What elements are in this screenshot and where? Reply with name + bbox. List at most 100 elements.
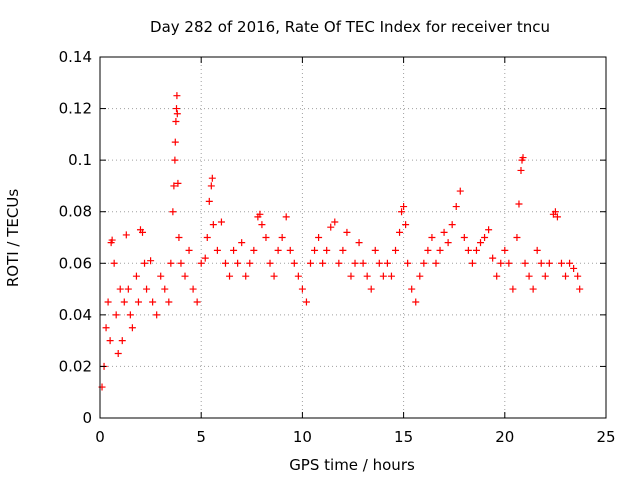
data-point (501, 246, 509, 254)
data-point (149, 298, 157, 306)
data-point (242, 272, 250, 280)
data-point (553, 213, 561, 221)
data-point (147, 257, 155, 265)
data-point (246, 259, 254, 267)
data-point (347, 272, 355, 280)
data-point (205, 197, 213, 205)
data-point (294, 272, 302, 280)
data-point (477, 239, 485, 247)
data-point (108, 236, 116, 244)
data-point (230, 246, 238, 254)
data-point (444, 239, 452, 247)
data-point (134, 298, 142, 306)
data-point (343, 228, 351, 236)
data-point (533, 246, 541, 254)
data-point (165, 298, 173, 306)
data-point (311, 246, 319, 254)
data-point (335, 259, 343, 267)
data-point (143, 285, 151, 293)
data-point (302, 298, 310, 306)
data-point (363, 272, 371, 280)
x-tick-label: 10 (293, 428, 312, 446)
data-point (106, 337, 114, 345)
data-point (319, 259, 327, 267)
data-point (436, 246, 444, 254)
data-point (529, 285, 537, 293)
data-point (128, 324, 136, 332)
data-point (286, 246, 294, 254)
data-point (170, 182, 178, 190)
data-point (256, 210, 264, 218)
data-point (157, 272, 165, 280)
data-point (238, 239, 246, 247)
data-point (250, 246, 258, 254)
data-point (114, 350, 122, 358)
y-tick-label: 0 (82, 409, 92, 427)
data-point (169, 208, 177, 216)
data-point (371, 246, 379, 254)
y-tick-label: 0.04 (59, 306, 92, 324)
y-tick-label: 0.1 (68, 151, 92, 169)
data-point (392, 246, 400, 254)
data-point (402, 221, 410, 229)
data-point (489, 254, 497, 262)
data-point (468, 259, 476, 267)
data-point (104, 298, 112, 306)
data-point (209, 221, 217, 229)
x-tick-label: 15 (394, 428, 413, 446)
data-point (110, 259, 118, 267)
x-axis-label: GPS time / hours (289, 456, 415, 474)
data-point (258, 221, 266, 229)
data-point (290, 259, 298, 267)
data-point (126, 311, 134, 319)
data-point (485, 226, 493, 234)
data-point (118, 337, 126, 345)
data-point (323, 246, 331, 254)
data-point (234, 259, 242, 267)
data-point (481, 234, 489, 241)
data-point (282, 213, 290, 221)
data-point (177, 259, 185, 267)
data-point (519, 154, 527, 162)
data-point (274, 246, 282, 254)
data-point (509, 285, 517, 293)
data-point (173, 105, 181, 113)
y-axis-label: ROTI / TECUs (4, 189, 22, 287)
data-point (396, 228, 404, 236)
data-point (124, 285, 132, 293)
data-point (521, 259, 529, 267)
data-point (217, 218, 225, 226)
data-point (327, 223, 335, 231)
data-point (181, 272, 189, 280)
data-point (278, 234, 286, 241)
data-point (171, 138, 179, 146)
data-point (161, 285, 169, 293)
data-point (452, 203, 460, 211)
data-point (201, 254, 209, 262)
data-point (537, 259, 545, 267)
data-point (139, 228, 147, 236)
data-point (400, 203, 408, 211)
y-tick-label: 0.14 (59, 48, 92, 66)
data-point (497, 259, 505, 267)
data-point (339, 246, 347, 254)
data-point (315, 234, 323, 241)
data-point (226, 272, 234, 280)
data-point (464, 246, 472, 254)
data-points-layer (98, 92, 584, 391)
data-point (525, 272, 533, 280)
data-point (122, 231, 130, 239)
data-point (359, 259, 367, 267)
data-point (175, 234, 183, 241)
data-point (562, 272, 570, 280)
data-point (557, 259, 565, 267)
data-point (197, 259, 205, 267)
data-point (171, 156, 179, 164)
data-point (203, 234, 211, 241)
data-point (440, 228, 448, 236)
data-point (116, 285, 124, 293)
data-point (513, 234, 521, 241)
data-point (153, 311, 161, 319)
